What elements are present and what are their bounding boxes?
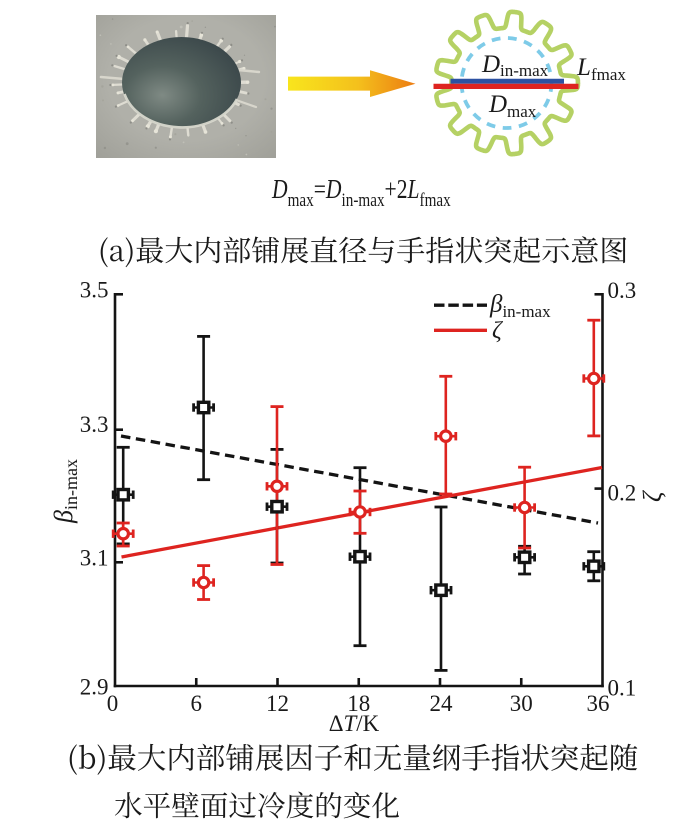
svg-text:30: 30 [510, 691, 533, 716]
svg-text:0.3: 0.3 [608, 278, 637, 303]
svg-text:36: 36 [587, 691, 610, 716]
svg-text:βin-max: βin-max [49, 459, 81, 524]
svg-text:0: 0 [107, 691, 119, 716]
svg-text:D: D [481, 51, 500, 78]
svg-text:24: 24 [430, 691, 454, 716]
svg-text:ζ: ζ [492, 318, 504, 344]
svg-text:2.9: 2.9 [80, 675, 109, 700]
svg-text:fmax: fmax [591, 65, 626, 84]
svg-text:18: 18 [347, 691, 370, 716]
svg-text:in-max: in-max [500, 61, 549, 80]
svg-text:max: max [507, 102, 537, 121]
svg-text:Dmax=Din-max+2Lfmax: Dmax=Din-max+2Lfmax [271, 175, 451, 211]
svg-text:βin-max: βin-max [489, 291, 551, 321]
svg-text:3.3: 3.3 [80, 412, 109, 437]
svg-text:D: D [488, 91, 507, 118]
svg-text:L: L [576, 54, 591, 81]
svg-text:ΔT/K: ΔT/K [329, 711, 380, 736]
svg-text:3.1: 3.1 [80, 546, 109, 571]
svg-text:0.2: 0.2 [608, 481, 637, 506]
svg-text:12: 12 [266, 691, 289, 716]
svg-text:3.5: 3.5 [80, 278, 109, 303]
svg-text:ζ: ζ [638, 490, 667, 502]
svg-text:6: 6 [191, 691, 203, 716]
svg-text:0.1: 0.1 [608, 676, 637, 701]
